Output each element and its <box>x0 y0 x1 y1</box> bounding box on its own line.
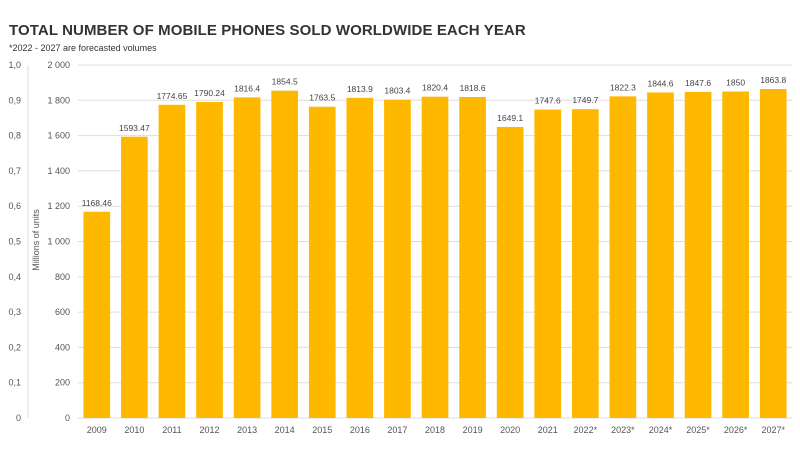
x-tick-label: 2014 <box>275 425 295 435</box>
secondary-y-tick-label: 0,2 <box>8 342 21 352</box>
bar <box>647 92 674 418</box>
x-tick-label: 2023* <box>611 425 635 435</box>
x-tick-label: 2017 <box>387 425 407 435</box>
bar <box>759 89 787 418</box>
y-tick-label: 600 <box>55 307 70 317</box>
y-tick-label: 1 000 <box>47 237 70 247</box>
x-tick-label: 2019 <box>463 425 483 435</box>
data-label: 1816.4 <box>234 83 260 93</box>
bars <box>83 89 787 419</box>
x-axis: 2009 2010 2011 2012 2013 2014 2015 2016 2017 2018… <box>87 425 786 435</box>
bar <box>459 97 486 419</box>
bar <box>271 90 299 418</box>
data-label: 1168.46 <box>82 198 112 208</box>
y-tick-label: 0 <box>65 413 70 423</box>
bar <box>722 91 749 418</box>
x-tick-label: 2018 <box>425 425 445 435</box>
bar <box>121 136 148 418</box>
data-label: 1854.5 <box>272 77 298 87</box>
data-label: 1844.6 <box>647 78 673 88</box>
secondary-y-tick-label: 0 <box>16 413 21 423</box>
data-label: 1763.5 <box>309 93 335 103</box>
secondary-y-tick-label: 0,3 <box>8 307 21 317</box>
data-label: 1593.47 <box>119 123 150 133</box>
x-tick-label: 2009 <box>87 425 107 435</box>
y-tick-label: 1 200 <box>47 201 70 211</box>
y-tick-label: 800 <box>55 272 70 282</box>
bar <box>609 96 637 419</box>
bar <box>496 126 524 419</box>
bar <box>684 91 712 419</box>
x-tick-label: 2015 <box>312 425 332 435</box>
secondary-y-tick-label: 0,8 <box>8 131 21 141</box>
data-label: 1803.4 <box>384 86 410 96</box>
bar <box>571 109 599 418</box>
primary-y-axis: 0 200 400 600 800 1 000 1 200 1 400 1 600 1 800 2 … <box>47 60 70 423</box>
x-tick-label: 2022* <box>574 425 598 435</box>
data-labels: 1168.46 1593.47 1774.65 1790.24 1816.4 1854.5… <box>82 75 787 208</box>
x-tick-label: 2020 <box>500 425 520 435</box>
bar <box>421 96 449 418</box>
data-label: 1790.24 <box>194 88 225 98</box>
bar <box>196 102 223 418</box>
secondary-y-tick-label: 0,1 <box>8 378 21 388</box>
x-tick-label: 2012 <box>200 425 220 435</box>
data-label: 1747.6 <box>535 96 561 106</box>
x-tick-label: 2026* <box>724 425 748 435</box>
data-label: 1818.6 <box>460 83 486 93</box>
data-label: 1813.9 <box>347 84 373 94</box>
data-label: 1774.65 <box>157 91 188 101</box>
x-tick-label: 2010 <box>124 425 144 435</box>
x-tick-label: 2013 <box>237 425 257 435</box>
secondary-y-tick-label: 0,7 <box>8 166 21 176</box>
x-tick-label: 2021 <box>538 425 558 435</box>
data-label: 1847.6 <box>685 78 711 88</box>
secondary-y-axis: 0 0,1 0,2 0,3 0,4 0,5 0,6 0,7 0,8 0,9 1,0 <box>8 60 21 423</box>
secondary-y-tick-label: 0,6 <box>8 201 21 211</box>
bar <box>233 97 261 419</box>
bar <box>158 104 186 418</box>
bar <box>384 99 411 419</box>
secondary-y-tick-label: 0,9 <box>8 95 21 105</box>
data-label: 1820.4 <box>422 83 448 93</box>
data-label: 1850 <box>726 77 745 87</box>
data-label: 1863.8 <box>760 75 786 85</box>
data-label: 1822.3 <box>610 82 636 92</box>
bar <box>346 97 374 418</box>
x-tick-label: 2027* <box>761 425 785 435</box>
y-tick-label: 400 <box>55 342 70 352</box>
x-tick-label: 2011 <box>162 425 181 435</box>
data-label: 1749.7 <box>572 95 598 105</box>
secondary-y-tick-label: 0,4 <box>8 272 21 282</box>
chart-subtitle: *2022 - 2027 are forecasted volumes <box>9 43 157 53</box>
data-label: 1649.1 <box>497 113 523 123</box>
y-tick-label: 1 800 <box>47 95 70 105</box>
bar <box>308 106 336 418</box>
y-tick-label: 1 400 <box>47 166 70 176</box>
secondary-y-tick-label: 0,5 <box>8 237 21 247</box>
y-tick-label: 1 600 <box>47 131 70 141</box>
x-tick-label: 2025* <box>686 425 710 435</box>
bar <box>83 211 111 418</box>
bar <box>534 109 562 419</box>
y-tick-label: 200 <box>55 378 70 388</box>
y-tick-label: 2 000 <box>47 60 70 70</box>
x-tick-label: 2024* <box>649 425 673 435</box>
secondary-y-tick-label: 1,0 <box>8 60 21 70</box>
chart-title: TOTAL NUMBER OF MOBILE PHONES SOLD WORLD… <box>9 22 526 39</box>
y-axis-title: Millions of units <box>31 209 41 271</box>
x-tick-label: 2016 <box>350 425 370 435</box>
